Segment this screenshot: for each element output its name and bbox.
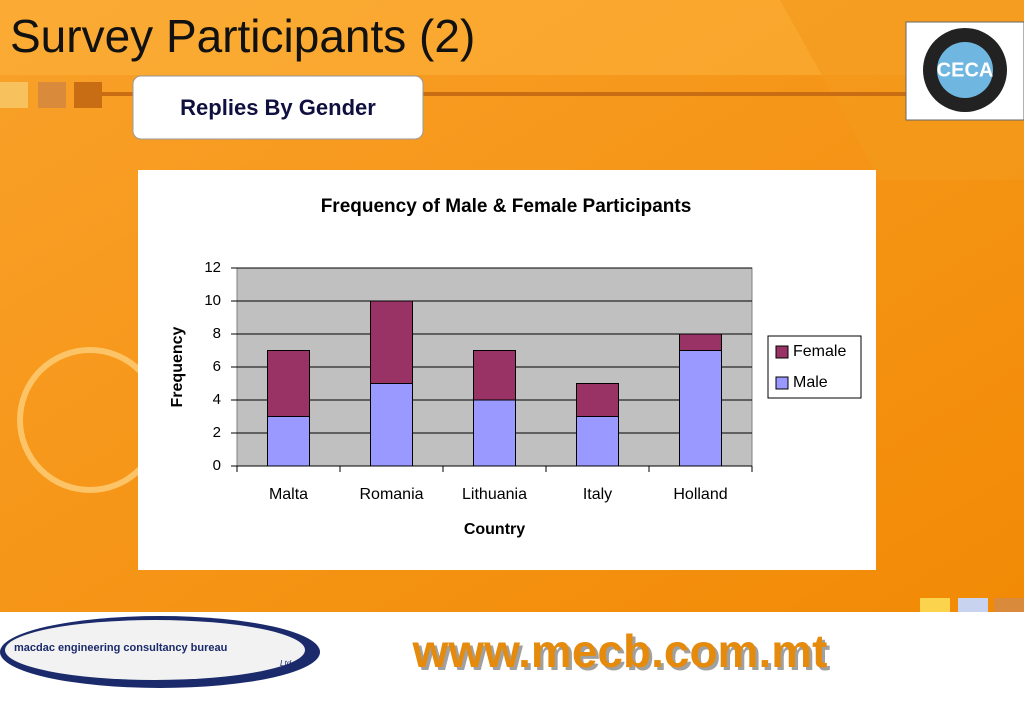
legend-label: Female <box>793 343 846 360</box>
logo-text: CECA <box>937 59 994 81</box>
decor-square <box>38 82 66 108</box>
x-tick-label: Holland <box>673 486 727 503</box>
chart-title: Frequency of Male & Female Participants <box>321 196 692 217</box>
bar-segment <box>267 416 310 467</box>
legend-label: Male <box>793 374 828 391</box>
subtitle: Replies By Gender <box>180 95 376 120</box>
bar-segment <box>370 300 413 384</box>
bar-segment <box>679 333 722 351</box>
decor-square <box>74 82 102 108</box>
bar-segment <box>473 350 516 401</box>
company-logo-inner <box>5 620 305 680</box>
url-shadow: www.mecb.com.mt <box>415 628 831 680</box>
x-axis-label: Country <box>464 521 525 538</box>
bar-segment <box>576 383 619 417</box>
x-tick-label: Romania <box>359 486 423 503</box>
bar-segment <box>576 416 619 467</box>
decor-square <box>0 82 28 108</box>
x-tick-label: Lithuania <box>462 486 527 503</box>
decor-line <box>102 92 138 96</box>
slide-title: Survey Participants (2) <box>10 10 475 62</box>
y-tick-label: 10 <box>204 292 221 309</box>
y-tick-label: 8 <box>213 325 221 342</box>
subtitle-box <box>132 75 424 140</box>
y-tick-label: 0 <box>213 457 221 474</box>
legend-swatch <box>775 376 789 390</box>
y-tick-label: 4 <box>213 391 221 408</box>
bar-segment <box>679 350 722 467</box>
y-tick-label: 12 <box>204 259 221 276</box>
x-tick-label: Malta <box>269 486 308 503</box>
company-suffix: Ltd. <box>280 659 293 668</box>
x-tick-label: Italy <box>583 486 612 503</box>
logo-center <box>937 42 993 98</box>
decor-line <box>422 92 912 96</box>
legend-swatch <box>775 345 789 359</box>
bar-segment <box>473 399 516 467</box>
y-tick-label: 2 <box>213 424 221 441</box>
bar-segment <box>370 383 413 467</box>
y-tick-label: 6 <box>213 358 221 375</box>
bar-segment <box>267 350 310 417</box>
company-name: macdac engineering consultancy bureau <box>14 642 227 654</box>
y-axis-label: Frequency <box>169 326 186 407</box>
url: www.mecb.com.mt <box>412 625 828 677</box>
